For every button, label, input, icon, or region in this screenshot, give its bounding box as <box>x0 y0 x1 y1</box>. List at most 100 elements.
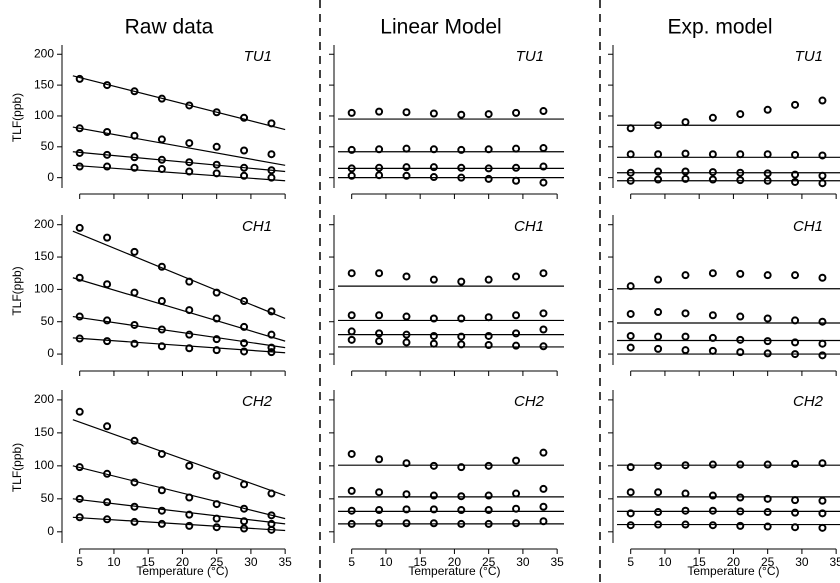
data-point <box>736 110 745 119</box>
data-point <box>457 163 466 172</box>
data-point <box>539 325 548 334</box>
y-tick-label: 100 <box>34 282 54 296</box>
data-point <box>130 288 139 297</box>
data-point <box>429 109 438 118</box>
data-point <box>681 332 690 341</box>
data-point <box>654 308 663 317</box>
data-point <box>402 272 411 281</box>
column-title: Raw data <box>125 16 214 39</box>
data-point <box>539 107 548 116</box>
data-point <box>240 517 249 526</box>
data-point <box>654 520 663 529</box>
data-point <box>212 500 221 509</box>
data-point <box>347 335 356 344</box>
data-point <box>240 347 249 356</box>
plot <box>338 269 564 351</box>
data-point <box>375 337 384 346</box>
data-point <box>818 339 827 348</box>
data-point <box>103 150 112 159</box>
y-tick-label: 150 <box>34 77 54 91</box>
data-point <box>736 460 745 469</box>
data-point <box>429 275 438 284</box>
data-point <box>708 269 717 278</box>
data-point <box>157 155 166 164</box>
data-point <box>212 160 221 169</box>
data-point <box>130 87 139 96</box>
data-point <box>457 519 466 528</box>
data-point <box>791 523 800 532</box>
data-point <box>212 346 221 355</box>
data-point <box>347 171 356 180</box>
x-tick-label: 35 <box>829 555 840 569</box>
data-point <box>103 81 112 90</box>
data-point <box>626 176 635 185</box>
data-point <box>484 506 493 515</box>
data-point <box>240 146 249 155</box>
data-point <box>240 171 249 180</box>
data-point <box>402 330 411 339</box>
data-point <box>654 121 663 130</box>
fit-line <box>72 465 286 520</box>
x-axis-label: Temperature (°C) <box>136 564 228 578</box>
data-point <box>763 494 772 503</box>
x-tick-label: 25 <box>210 555 224 569</box>
data-point <box>708 521 717 530</box>
data-point <box>791 338 800 347</box>
x-tick-label: 30 <box>795 555 809 569</box>
x-tick-label: 35 <box>550 555 564 569</box>
data-point <box>681 461 690 470</box>
fit-line <box>72 75 286 131</box>
data-point <box>375 329 384 338</box>
x-tick-label: 15 <box>693 555 707 569</box>
data-point <box>626 124 635 133</box>
data-point <box>185 461 194 470</box>
data-point <box>130 517 139 526</box>
data-point <box>103 469 112 478</box>
data-point <box>626 488 635 497</box>
data-point <box>736 269 745 278</box>
data-point <box>185 510 194 519</box>
y-tick-label: 0 <box>47 524 54 538</box>
data-point <box>539 342 548 351</box>
data-point <box>484 313 493 322</box>
data-point <box>103 128 112 136</box>
x-tick-label: 5 <box>348 555 355 569</box>
y-tick-label: 50 <box>41 139 55 153</box>
fit-line <box>72 126 286 166</box>
data-point <box>539 178 548 187</box>
data-point <box>402 163 411 172</box>
plot <box>617 269 840 360</box>
data-point <box>402 505 411 514</box>
data-point <box>240 480 249 489</box>
data-point <box>212 108 221 117</box>
x-axis-label: Temperature (°C) <box>687 564 779 578</box>
data-point <box>130 436 139 445</box>
plot <box>338 448 564 528</box>
x-tick-label: 15 <box>142 555 156 569</box>
y-tick-label: 0 <box>47 346 54 360</box>
data-point <box>654 332 663 341</box>
data-point <box>791 150 800 159</box>
data-point <box>157 342 166 351</box>
data-point <box>484 341 493 350</box>
data-point <box>457 332 466 341</box>
data-point <box>185 101 194 110</box>
data-point <box>157 449 166 458</box>
x-tick-label: 10 <box>107 555 121 569</box>
data-point <box>512 519 521 528</box>
x-tick-label: 30 <box>516 555 530 569</box>
y-tick-label: 50 <box>41 491 55 505</box>
data-point <box>240 113 249 122</box>
data-point <box>763 176 772 185</box>
data-point <box>212 142 221 151</box>
data-point <box>402 490 411 499</box>
data-point <box>626 150 635 159</box>
data-point <box>267 150 276 159</box>
data-point <box>130 247 139 256</box>
x-tick-label: 35 <box>278 555 292 569</box>
data-point <box>185 167 194 176</box>
data-point <box>157 262 166 271</box>
data-point <box>157 325 166 334</box>
data-point <box>185 330 194 339</box>
data-point <box>267 348 276 357</box>
